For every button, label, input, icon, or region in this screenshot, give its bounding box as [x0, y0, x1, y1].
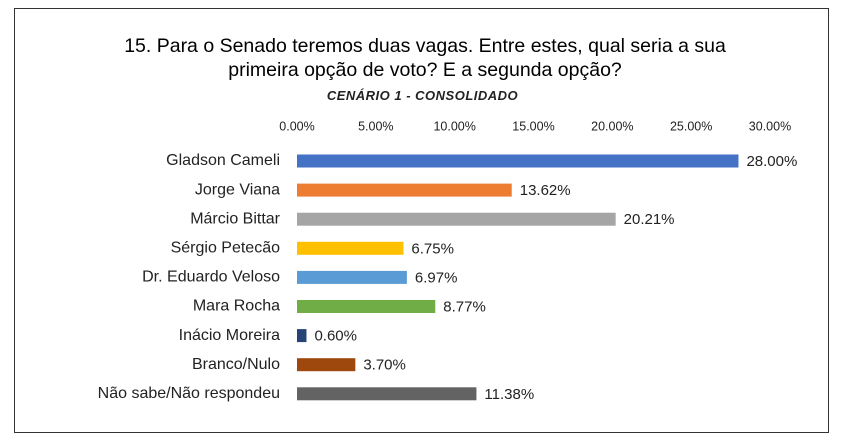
category-label: Mara Rocha [193, 298, 280, 315]
value-label: 0.60% [314, 328, 357, 345]
x-tick-label: 20.00% [591, 119, 633, 133]
value-label: 6.97% [415, 269, 458, 286]
value-label: 8.77% [443, 298, 486, 315]
bar [297, 358, 356, 372]
x-tick-label: 25.00% [670, 119, 712, 133]
value-label: 3.70% [363, 357, 406, 374]
category-label: Dr. Eduardo Veloso [142, 269, 280, 286]
chart-title: 15. Para o Senado teremos duas vagas. En… [124, 35, 726, 81]
value-label: 11.38% [484, 386, 534, 403]
x-tick-label: 0.00% [279, 119, 314, 133]
bar [297, 212, 616, 226]
bar [297, 241, 404, 255]
value-label: 28.00% [746, 153, 797, 170]
bar [297, 329, 307, 343]
value-label: 20.21% [624, 211, 675, 228]
x-tick-label: 15.00% [512, 119, 554, 133]
x-tick-label: 10.00% [433, 119, 475, 133]
category-label: Inácio Moreira [179, 327, 280, 344]
category-label: Branco/Nulo [192, 356, 280, 373]
bar [297, 183, 512, 197]
bar [297, 154, 739, 168]
value-label: 13.62% [520, 182, 571, 199]
bar [297, 300, 436, 313]
category-label: Gladson Cameli [166, 152, 280, 169]
bar [297, 270, 407, 284]
bar [297, 387, 477, 401]
category-label: Sérgio Petecão [171, 240, 281, 257]
category-label: Não sabe/Não respondeu [98, 385, 280, 402]
category-label: Márcio Bittar [190, 210, 280, 227]
category-label: Jorge Viana [195, 181, 280, 198]
chart-subtitle: CENÁRIO 1 - CONSOLIDADO [326, 88, 519, 103]
value-label: 6.75% [411, 240, 454, 257]
chart-frame [14, 8, 829, 433]
x-tick-label: 30.00% [749, 119, 791, 133]
x-tick-label: 5.00% [358, 119, 393, 133]
